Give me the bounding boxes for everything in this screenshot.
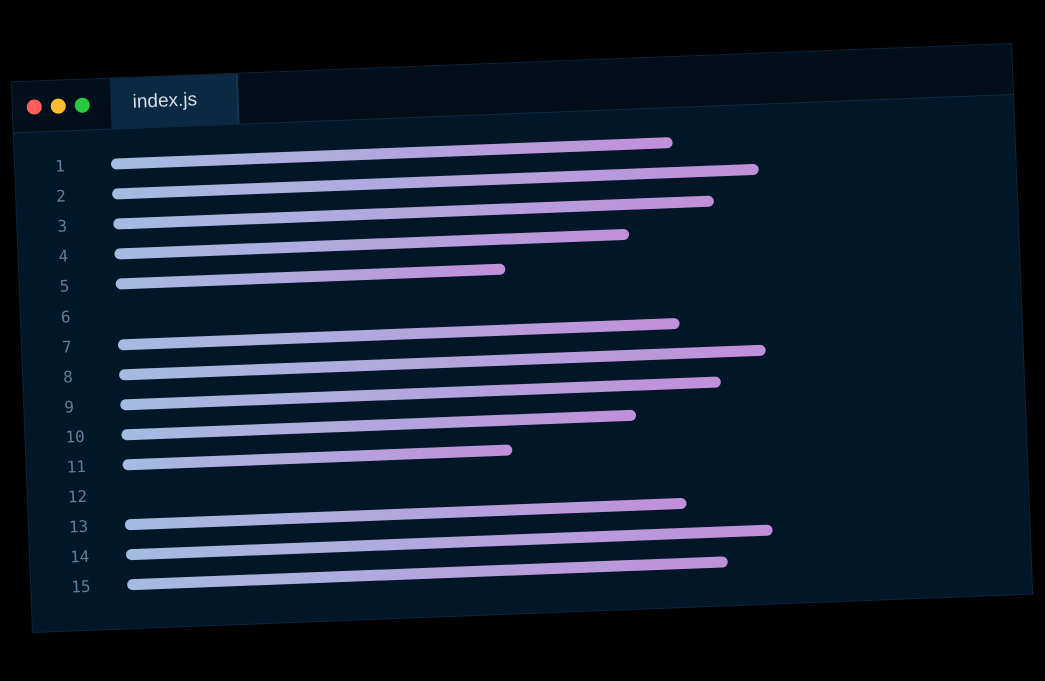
line-number: 12 bbox=[67, 486, 88, 507]
window-controls bbox=[26, 97, 91, 115]
close-button[interactable] bbox=[26, 99, 43, 115]
line-number: 8 bbox=[62, 366, 74, 387]
line-number: 15 bbox=[70, 577, 91, 597]
maximize-button[interactable] bbox=[74, 97, 91, 113]
minimize-button[interactable] bbox=[50, 98, 67, 114]
line-number: 14 bbox=[69, 547, 90, 567]
code-line-bar bbox=[115, 263, 506, 290]
line-number: 3 bbox=[57, 216, 68, 236]
line-number: 4 bbox=[58, 246, 69, 267]
code-area[interactable]: 1 2 3 4 5 6 7 8 9 10 11 12 13 14 15 bbox=[14, 95, 1032, 632]
line-number: 7 bbox=[61, 336, 72, 357]
code-line-bar bbox=[122, 444, 513, 471]
line-number: 5 bbox=[59, 276, 70, 297]
code-editor-window: index.js 1 2 3 4 5 6 7 8 9 10 11 12 13 14 15 bbox=[11, 44, 1033, 632]
line-number: 1 bbox=[54, 156, 66, 176]
tab-index-js[interactable]: index.js bbox=[109, 73, 240, 129]
line-number: 2 bbox=[55, 186, 67, 206]
line-number: 11 bbox=[66, 456, 87, 477]
line-number: 13 bbox=[68, 516, 89, 537]
line-number: 6 bbox=[60, 306, 71, 327]
tab-label: index.js bbox=[132, 89, 198, 113]
line-number: 9 bbox=[63, 397, 75, 417]
line-number: 10 bbox=[65, 426, 86, 447]
